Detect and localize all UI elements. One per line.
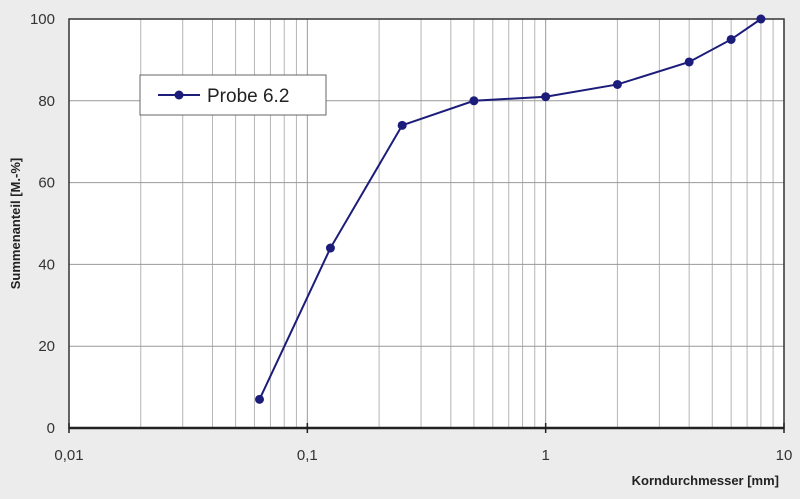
y-tick-label: 80 xyxy=(38,93,55,110)
x-tick-label: 10 xyxy=(776,447,793,464)
y-axis-label: Summenanteil [M.-%] xyxy=(8,158,23,289)
y-tick-label: 20 xyxy=(38,338,55,355)
x-tick-label: 0,01 xyxy=(54,447,83,464)
y-tick-label: 0 xyxy=(47,420,55,437)
x-tick-label: 0,1 xyxy=(297,447,318,464)
data-point xyxy=(325,243,335,253)
data-point xyxy=(255,394,265,404)
data-point xyxy=(397,120,407,130)
y-tick-label: 60 xyxy=(38,175,55,192)
data-point xyxy=(756,14,766,24)
y-tick-label: 100 xyxy=(30,11,55,28)
x-axis-label: Korndurchmesser [mm] xyxy=(632,473,779,488)
legend-marker xyxy=(174,90,184,100)
legend-label: Probe 6.2 xyxy=(207,86,289,107)
x-tick-label: 1 xyxy=(541,447,549,464)
data-point xyxy=(612,79,622,89)
data-point xyxy=(684,57,694,67)
y-tick-label: 40 xyxy=(38,256,55,273)
data-point xyxy=(541,92,551,102)
data-point xyxy=(726,34,736,44)
data-point xyxy=(469,96,479,106)
